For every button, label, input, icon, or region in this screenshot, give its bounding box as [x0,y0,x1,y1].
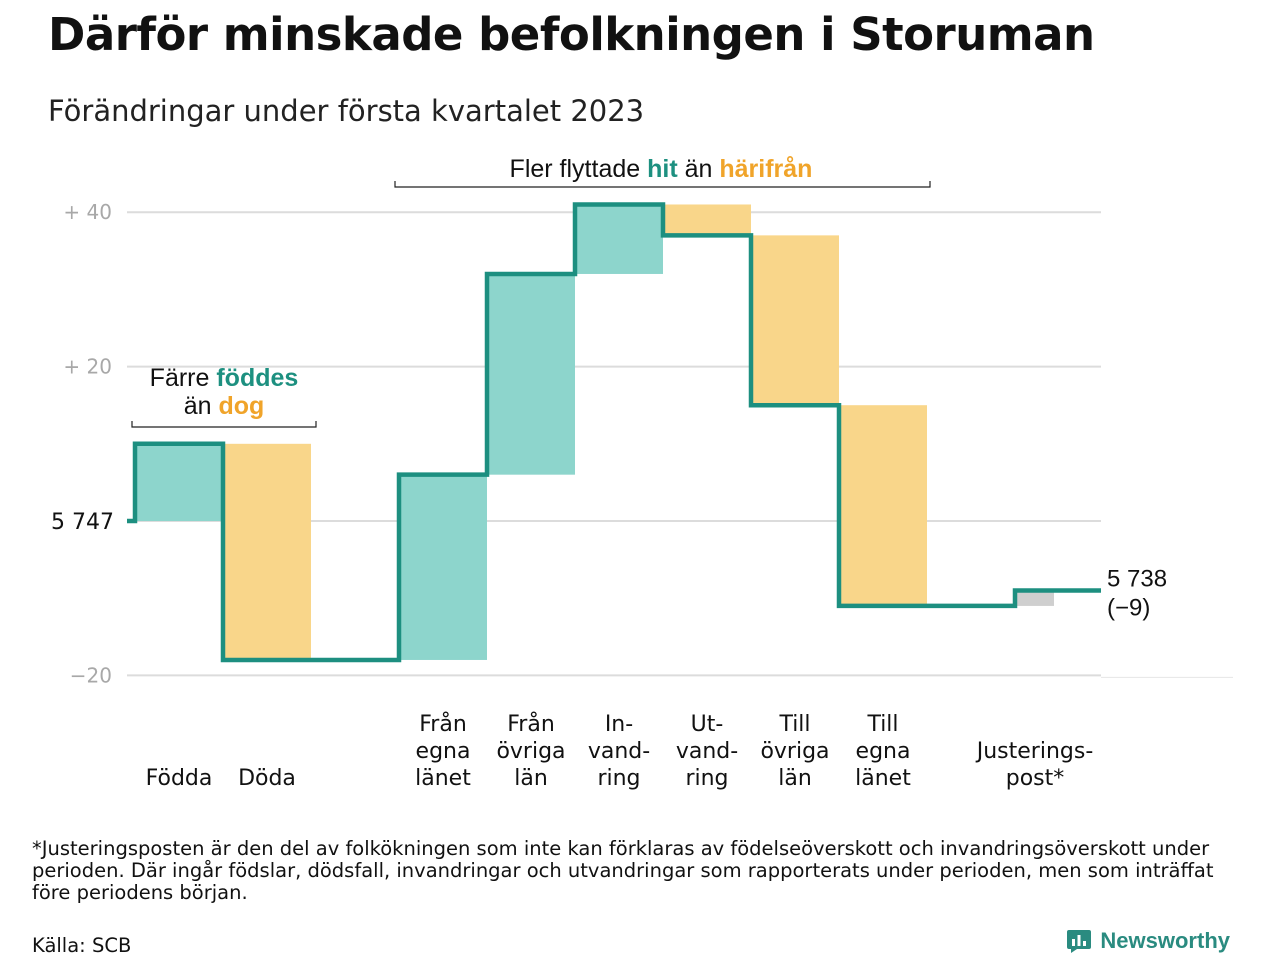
category-label: Justerings- [975,739,1094,764]
category-label: övriga [496,739,565,764]
annotation-highlight-orange: dog [218,392,264,420]
bar-increase [575,204,663,274]
category-label: vand- [588,739,650,764]
start-value-label: 5 747 [51,510,114,535]
source-note: Källa: SCB [32,934,132,957]
category-label: post* [1006,766,1065,791]
net-change-label: (−9) [1107,594,1150,621]
annotation-highlight-teal: föddes [216,364,298,392]
y-tick-label: + 20 [63,355,112,379]
category-label: Till [866,712,898,737]
category-label: län [778,766,812,791]
annotation-text: Färre [150,364,217,392]
bar-decrease [751,235,839,406]
annotation-births-line2: än dog [184,392,265,420]
category-label: länet [415,766,471,791]
annotation-text: än [678,155,720,183]
category-label: In- [605,712,633,737]
category-label: länet [855,766,911,791]
category-label: Från [507,711,555,737]
annotation-bracket-births [131,421,317,428]
waterfall-step-line [127,202,1101,663]
chart-subtitle: Förändringar under första kvartalet 2023 [48,94,645,128]
bar-increase [487,273,575,475]
bar-decrease [223,443,311,660]
y-tick-label: −20 [70,663,112,687]
category-label: vand- [676,739,738,764]
category-label: egna [416,739,471,764]
brand-name: Newsworthy [1100,928,1230,953]
brand-logo: Newsworthy [1066,928,1230,954]
category-label: Från [419,711,467,737]
bar-decrease [839,405,927,606]
category-label: ring [597,766,640,791]
category-label: Döda [238,766,296,791]
y-tick-label: + 40 [63,200,112,224]
bar-decrease [663,204,751,236]
annotation-highlight: härifrån [719,155,812,183]
category-label: Till [778,712,810,737]
category-label: egna [856,739,911,764]
bar-increase [135,443,223,521]
bar-adjustment [1015,590,1054,606]
annotation-bracket-migration [394,181,931,188]
end-value-label: 5 738 [1107,565,1167,592]
chart-title: Därför minskade befolkningen i Storuman [48,8,1095,61]
annotation-text: än [184,392,219,420]
annotation-births-line1: Färre föddes [150,364,299,392]
annotation-text: Fler flyttade [510,155,648,183]
category-label: län [514,766,548,791]
category-label: Födda [146,766,213,791]
footnote: *Justeringsposten är den del av folkökni… [32,837,1214,904]
newsworthy-logo-icon [1067,930,1092,953]
annotation-highlight: hit [647,155,678,183]
category-label: ring [685,766,728,791]
bar-increase [399,474,487,660]
annotation-migration: Fler flyttade hit än härifrån [510,155,813,183]
category-label: Ut- [691,712,724,737]
category-label: övriga [760,739,829,764]
